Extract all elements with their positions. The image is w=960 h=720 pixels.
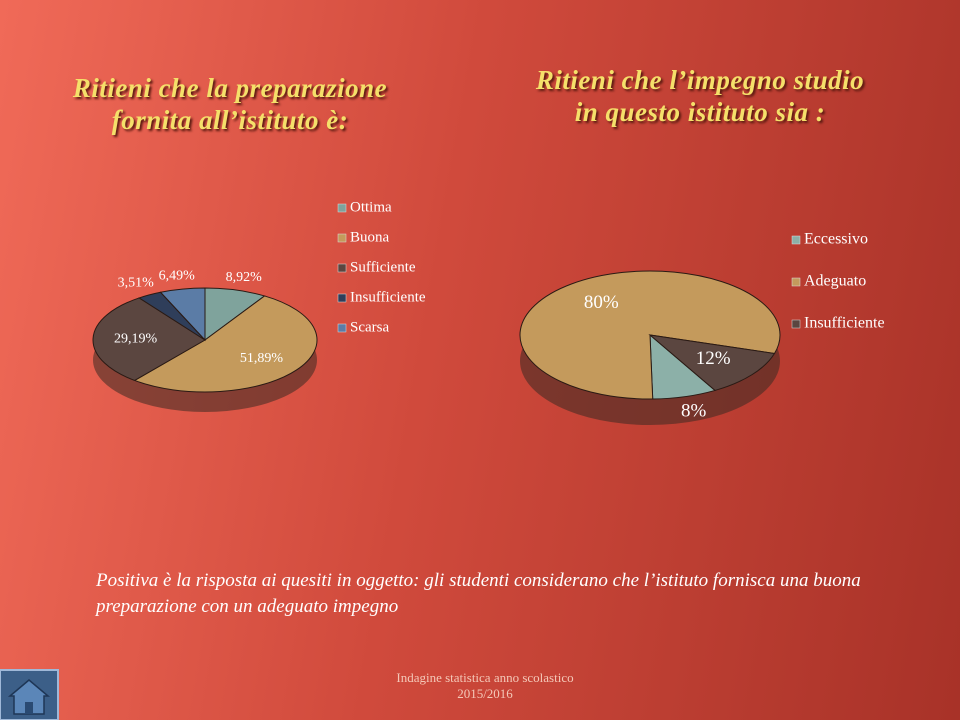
pie-slice [159, 287, 206, 342]
pie-slice [519, 270, 781, 400]
data-label: 12% [696, 348, 731, 369]
data-label: 8,92% [226, 270, 263, 285]
home-button[interactable] [0, 669, 59, 720]
legend-label: Buona [350, 229, 390, 245]
legend-swatch [337, 263, 347, 273]
chart-title: Ritieni che la preparazione fornita all’… [72, 73, 388, 136]
data-label: 80% [584, 292, 619, 313]
legend-swatch [791, 319, 801, 329]
legend-swatch [337, 203, 347, 213]
legend-label: Adeguato [804, 273, 866, 290]
legend-label: Ottima [350, 199, 392, 215]
pie-slice [648, 334, 776, 391]
legend-label: Insufficiente [804, 315, 885, 332]
legend-swatch [791, 235, 801, 245]
chart-title: Ritieni che l’impegno studio in questo i… [535, 65, 865, 128]
pie-slice [133, 295, 318, 393]
legend-label: Eccessivo [804, 231, 868, 248]
data-label: 6,49% [159, 269, 196, 284]
legend-label: Scarsa [350, 319, 389, 335]
legend-swatch [337, 323, 347, 333]
legend-swatch [337, 293, 347, 303]
data-label: 51,89% [240, 351, 284, 366]
conclusion-text: Positiva è la risposta ai quesiti in ogg… [96, 570, 861, 617]
footer: Indagine statistica anno scolastico 2015… [396, 670, 574, 701]
data-label: 29,19% [114, 331, 158, 346]
legend-label: Sufficiente [350, 259, 416, 275]
data-label: 3,51% [118, 276, 155, 291]
legend-label: Insufficiente [350, 289, 426, 305]
data-label: 8% [681, 400, 707, 421]
pie-slice [92, 297, 206, 382]
legend-swatch [791, 277, 801, 287]
legend-swatch [337, 233, 347, 243]
